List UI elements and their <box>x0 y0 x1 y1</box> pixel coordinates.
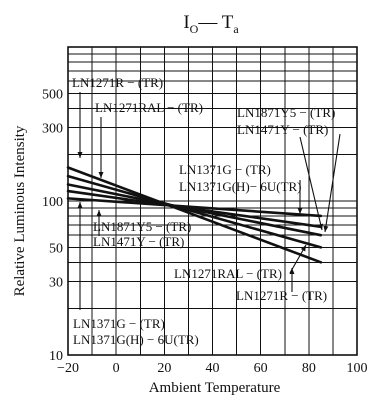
annotation-label: LN1271R − (TR) <box>72 75 163 90</box>
x-tick-label: 20 <box>157 361 171 376</box>
x-tick-label: 80 <box>302 361 316 376</box>
arrow-head <box>323 225 329 232</box>
arrow-head <box>77 152 83 158</box>
x-axis-label: Ambient Temperature <box>149 380 281 395</box>
chart-title: IO— Ta <box>183 12 239 36</box>
x-tick-label: −20 <box>57 361 79 376</box>
y-tick-label: 500 <box>42 87 63 102</box>
y-tick-label: 30 <box>49 276 63 291</box>
annotation-label: LN1471Y − (TR) <box>93 234 184 249</box>
arrow-head <box>318 223 324 230</box>
x-tick-label: 60 <box>254 361 268 376</box>
annotation-label: LN1871Y5 − (TR) <box>237 105 335 120</box>
annotation-label: LN1371G(H) − 6U(TR) <box>73 332 199 347</box>
leader-line <box>299 136 323 231</box>
annotation-label: LN1871Y5 − (TR) <box>93 219 191 234</box>
y-tick-label: 10 <box>49 349 63 364</box>
annotation-label: LN1271RAL − (TR) <box>174 266 282 281</box>
arrow-head <box>289 268 295 274</box>
x-tick-label: 40 <box>206 361 220 376</box>
annotation-label: LN1371G(H)− 6U(TR) <box>179 179 302 194</box>
y-axis-label: Relative Luminous Intensity <box>12 125 28 296</box>
annotation-label: LN1271R − (TR) <box>236 288 327 303</box>
annotation-label: LN1271RAL − (TR) <box>95 100 203 115</box>
plot-frame <box>67 46 358 356</box>
series-line <box>66 174 323 249</box>
arrow-head <box>300 245 306 252</box>
arrow-head <box>77 202 83 208</box>
annotation-label: LN1371G − (TR) <box>73 316 165 331</box>
arrow-head <box>297 208 303 214</box>
y-tick-label: 50 <box>49 241 63 256</box>
y-tick-label: 300 <box>42 122 63 137</box>
x-tick-label: 0 <box>113 361 120 376</box>
series-line <box>66 189 323 229</box>
x-tick-label: 100 <box>347 361 368 376</box>
arrow-head <box>98 172 104 178</box>
series-line <box>66 166 323 264</box>
leader-line <box>324 133 341 233</box>
series-line <box>66 197 323 218</box>
annotation-label: LN1371G − (TR) <box>179 162 271 177</box>
y-tick-label: 100 <box>42 195 63 210</box>
arrow-head <box>96 210 102 216</box>
annotation-label: LN1471Y − (TR) <box>237 122 328 137</box>
